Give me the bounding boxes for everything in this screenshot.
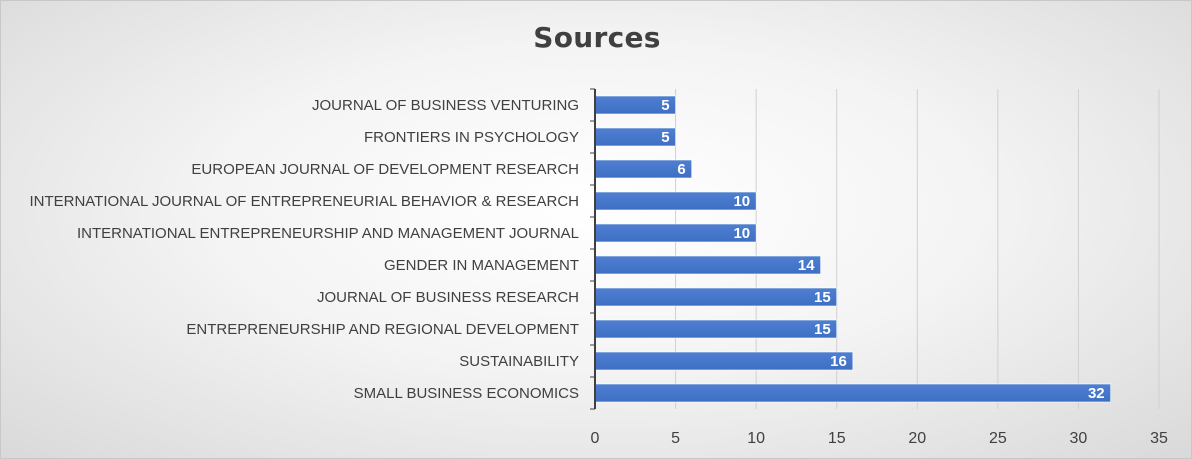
labels: 0 5 10 15 20 25 30 35 5 JOURNAL OF BUSINESS VENTU… (29, 97, 1168, 447)
data-label: 10 (733, 193, 750, 210)
x-tick-label: 5 (671, 430, 680, 447)
x-tick-label: 10 (747, 430, 765, 447)
x-tick-label: 25 (989, 430, 1007, 447)
data-label: 32 (1088, 385, 1105, 402)
category-label: EUROPEAN JOURNAL OF DEVELOPMENT RESEARCH (191, 161, 579, 178)
data-label: 15 (814, 289, 831, 306)
category-label: JOURNAL OF BUSINESS RESEARCH (317, 289, 579, 306)
bar (594, 319, 838, 339)
bar (594, 383, 1111, 403)
axes (590, 88, 596, 410)
bar (594, 351, 854, 371)
category-label: GENDER IN MANAGEMENT (384, 257, 579, 274)
category-label: SMALL BUSINESS ECONOMICS (354, 385, 579, 402)
category-label: FRONTIERS IN PSYCHOLOGY (364, 129, 579, 146)
data-label: 10 (733, 225, 750, 242)
x-tick-label: 30 (1070, 430, 1088, 447)
x-tick-label: 35 (1150, 430, 1168, 447)
data-label: 6 (677, 161, 685, 178)
data-label: 16 (830, 353, 847, 370)
category-label: SUSTAINABILITY (459, 353, 579, 370)
category-label: INTERNATIONAL JOURNAL OF ENTREPRENEURIAL… (29, 193, 579, 210)
x-tick-label: 15 (828, 430, 846, 447)
chart-title: Sources (533, 21, 661, 54)
bar (594, 191, 757, 211)
category-label: JOURNAL OF BUSINESS VENTURING (312, 97, 579, 114)
data-label: 5 (661, 129, 669, 146)
x-tick-label: 20 (908, 430, 926, 447)
bar (594, 287, 838, 307)
data-label: 5 (661, 97, 669, 114)
data-label: 14 (798, 257, 815, 274)
bar (594, 223, 757, 243)
bar (594, 255, 821, 275)
x-tick-label: 0 (591, 430, 600, 447)
category-label: INTERNATIONAL ENTREPRENEURSHIP AND MANAG… (77, 225, 579, 242)
bars (594, 95, 1111, 403)
data-label: 15 (814, 321, 831, 338)
category-label: ENTREPRENEURSHIP AND REGIONAL DEVELOPMEN… (186, 321, 579, 338)
